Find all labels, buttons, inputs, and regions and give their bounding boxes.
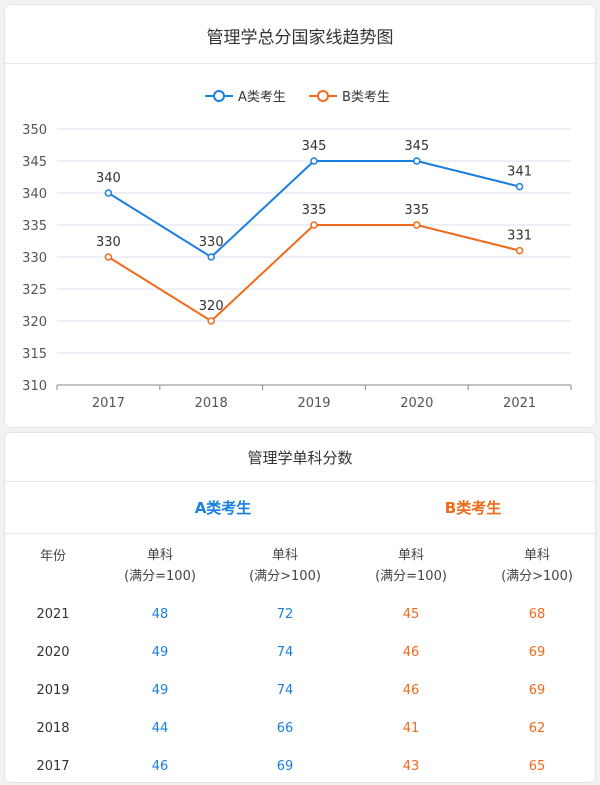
table-title-divider <box>5 481 595 482</box>
score-cell: 44 <box>151 721 169 736</box>
group-a-header: A类考生 <box>194 499 252 517</box>
table-row: 2020 49 74 46 69 <box>5 645 595 665</box>
score-cell: 69 <box>528 645 546 660</box>
score-cell: 48 <box>151 607 169 622</box>
year-column-header: 年份 <box>39 549 66 564</box>
column-header-line2: (满分>100) <box>501 569 573 584</box>
x-tick-label: 2019 <box>297 396 330 411</box>
line-chart: 310 315 320 325 330 335 340 345 350 2017 2018 2019 2… <box>22 90 572 411</box>
legend-label: B类考生 <box>342 90 390 105</box>
y-tick-label: 330 <box>22 251 47 266</box>
column-header: 单科 (满分>100) <box>225 545 345 587</box>
score-cell: 66 <box>276 721 294 736</box>
x-tick-label: 2018 <box>195 396 228 411</box>
score-cell: 69 <box>276 759 294 774</box>
column-header-line1: 单科 <box>397 548 424 563</box>
y-tick-label: 340 <box>22 187 47 202</box>
chart-title: 管理学总分国家线趋势图 <box>206 28 394 48</box>
data-point <box>515 246 524 255</box>
column-header-line1: 单科 <box>146 548 173 563</box>
y-tick-label: 345 <box>22 155 47 170</box>
table-row: 2021 48 72 45 68 <box>5 607 595 627</box>
y-tick-label: 320 <box>22 315 47 330</box>
data-point <box>515 182 524 191</box>
score-cell: 46 <box>151 759 169 774</box>
chart-card: 管理学总分国家线趋势图 310 315 320 325 330 335 340 345 350 2… <box>4 4 596 428</box>
data-label: 330 <box>199 235 224 250</box>
y-tick-label: 325 <box>22 283 47 298</box>
data-point <box>310 221 318 229</box>
y-tick-label: 315 <box>22 347 47 362</box>
y-tick-label: 335 <box>22 219 47 234</box>
year-cell: 2021 <box>36 607 70 622</box>
score-cell: 49 <box>151 645 169 660</box>
data-label: 320 <box>199 299 224 314</box>
score-cell: 46 <box>402 645 420 660</box>
legend-marker <box>317 90 329 102</box>
score-cell: 45 <box>402 607 420 622</box>
score-table-card: 管理学单科分数 A类考生 B类考生 年份 单科 (满分=100) 单科 (满分>100… <box>4 432 596 783</box>
score-cell: 69 <box>528 683 546 698</box>
year-cell: 2017 <box>36 759 70 774</box>
score-cell: 68 <box>528 607 546 622</box>
score-cell: 62 <box>528 721 546 736</box>
data-label: 335 <box>404 203 429 218</box>
year-cell: 2018 <box>36 721 70 736</box>
score-cell: 74 <box>276 645 294 660</box>
data-label: 331 <box>507 229 532 244</box>
legend-marker <box>213 90 225 102</box>
score-cell: 43 <box>402 759 420 774</box>
data-point <box>207 317 215 325</box>
data-point <box>104 189 113 197</box>
data-point <box>104 253 113 261</box>
data-point <box>413 221 421 229</box>
title-divider <box>5 63 595 64</box>
column-header-line2: (满分=100) <box>124 569 196 584</box>
year-cell: 2019 <box>36 683 70 698</box>
x-tick-label: 2017 <box>92 396 125 411</box>
legend-label: A类考生 <box>238 90 286 105</box>
data-label: 340 <box>96 171 121 186</box>
score-cell: 46 <box>402 683 420 698</box>
series-line <box>107 224 520 323</box>
column-header: 单科 (满分=100) <box>351 545 471 587</box>
score-cell: 74 <box>276 683 294 698</box>
column-header: 单科 (满分=100) <box>100 545 220 587</box>
table-title: 管理学单科分数 <box>247 449 353 467</box>
table-row: 2018 44 66 41 62 <box>5 721 595 741</box>
data-label: 341 <box>507 165 532 180</box>
column-header-line2: (满分>100) <box>249 569 321 584</box>
score-cell: 72 <box>276 607 294 622</box>
y-tick-label: 350 <box>22 123 47 138</box>
x-tick-label: 2020 <box>400 396 433 411</box>
data-point <box>310 157 318 165</box>
x-tick-label: 2021 <box>503 396 536 411</box>
table-row: 2019 49 74 46 69 <box>5 683 595 703</box>
score-cell: 41 <box>402 721 420 736</box>
data-label: 345 <box>302 139 327 154</box>
year-cell: 2020 <box>36 645 70 660</box>
group-divider <box>5 533 595 534</box>
data-label: 345 <box>404 139 429 154</box>
group-b-header: B类考生 <box>444 499 502 517</box>
data-point <box>207 253 215 261</box>
column-header: 单科 (满分>100) <box>477 545 597 587</box>
column-header-line1: 单科 <box>271 548 298 563</box>
data-label: 335 <box>302 203 327 218</box>
table-row: 2017 46 69 43 65 <box>5 759 595 779</box>
data-point <box>413 157 421 165</box>
column-header-line1: 单科 <box>523 548 550 563</box>
y-tick-label: 310 <box>22 379 47 394</box>
data-label: 330 <box>96 235 121 250</box>
score-cell: 65 <box>528 759 546 774</box>
score-cell: 49 <box>151 683 169 698</box>
column-header-line2: (满分=100) <box>375 569 447 584</box>
